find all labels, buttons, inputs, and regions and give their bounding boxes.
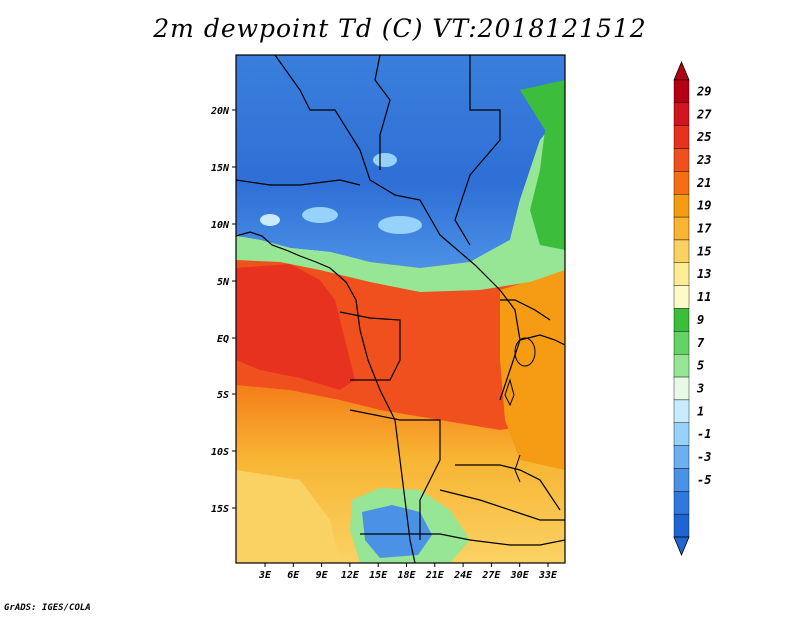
lon-tick-label: 6E [287, 570, 300, 581]
lon-tick-label: 9E [316, 570, 329, 581]
colorbar-label: 15 [697, 244, 711, 258]
lon-tick-label: 21E [425, 570, 445, 581]
colorbar-segment [673, 399, 690, 423]
colorbar-segment [673, 194, 690, 218]
colorbar-segment [673, 171, 690, 195]
colorbar-top-arrow [673, 60, 690, 81]
country-borders [236, 55, 565, 563]
field-sahel-transition [236, 110, 565, 292]
grads-credit: GrADS: IGES/COLA [4, 603, 91, 613]
colorbar-bottom-arrow [673, 536, 690, 557]
colorbar-label: 5 [697, 359, 704, 373]
lon-tick-label: 27E [481, 570, 501, 581]
field-highland-2 [302, 207, 338, 223]
field-highland-3 [378, 216, 422, 234]
field-southwest-dry [236, 470, 340, 563]
field-highland-4 [260, 214, 280, 226]
field-ethiopia-green [520, 80, 565, 250]
lon-tick-label: 24E [453, 570, 473, 581]
lat-tick-label: EQ [217, 334, 229, 345]
colorbar-label: 23 [696, 153, 711, 167]
colorbar-segment [673, 331, 690, 355]
colorbar-label: 29 [696, 84, 711, 98]
lat-tick-label: 10N [211, 220, 230, 231]
field-highland-1 [373, 153, 397, 167]
colorbar-segment [673, 102, 690, 126]
map-plot-area [236, 55, 565, 563]
colorbar-segment [673, 148, 690, 172]
colorbar-segment [673, 216, 690, 241]
colorbar: 29 27 25 23 21 19 17 15 13 11 9 7 5 3 1 -1 -3 -5 [673, 60, 712, 557]
lat-tick-label: 10S [211, 447, 229, 458]
map-frame [235, 54, 566, 564]
colorbar-segment [673, 376, 690, 401]
colorbar-label: 11 [697, 290, 711, 304]
field-coastal-max [236, 264, 355, 390]
lat-tick-label: 15S [211, 504, 229, 515]
colorbar-segment [673, 422, 690, 446]
colorbar-segment [673, 468, 690, 492]
lon-tick-label: 12E [341, 570, 360, 581]
colorbar-label: 1 [697, 404, 704, 418]
lon-tick-label: 30E [510, 570, 530, 581]
colorbar-segment [673, 308, 690, 332]
colorbar-label: 13 [697, 267, 711, 281]
colorbar-label: 21 [696, 176, 711, 190]
colorbar-segment [673, 354, 690, 378]
colorbar-label: 27 [696, 107, 712, 121]
lakes [504, 337, 536, 483]
lat-tick-label: 5S [217, 390, 229, 401]
colorbar-segment [673, 262, 690, 286]
colorbar-label: -3 [697, 450, 711, 464]
longitude-axis: 3E 6E 9E 12E 15E 18E 21E 24E 27E 30E 33E [258, 563, 558, 581]
lon-tick-label: 15E [369, 570, 388, 581]
colorbar-label: 7 [697, 336, 705, 350]
colorbar-label: -5 [697, 473, 711, 487]
colorbar-label: 3 [696, 381, 704, 395]
colorbar-segment [673, 79, 690, 104]
lat-tick-label: 5N [217, 277, 230, 288]
colorbar-label: 25 [696, 130, 711, 144]
lat-tick-label: 20N [210, 106, 230, 117]
lat-tick-label: 15N [211, 163, 230, 174]
colorbar-segment [673, 125, 690, 149]
colorbar-label: 9 [697, 313, 704, 327]
colorbar-label: -1 [697, 427, 711, 441]
colorbar-segment [673, 513, 690, 538]
colorbar-label: 17 [697, 222, 712, 236]
colorbar-segment [673, 491, 690, 515]
latitude-axis: 20N 15N 10N 5N EQ 5S 10S 15S [210, 106, 236, 515]
lon-tick-label: 3E [258, 570, 272, 581]
colorbar-label: 19 [697, 199, 711, 213]
chart-title: 2m dewpoint Td (C) VT:2018121512 [153, 14, 647, 43]
colorbar-segment [673, 239, 690, 263]
lon-tick-label: 33E [538, 570, 558, 581]
field-southern-pocket-dry [362, 505, 432, 558]
colorbar-segment [673, 285, 690, 309]
colorbar-segment [673, 445, 690, 469]
lon-tick-label: 18E [397, 570, 416, 581]
